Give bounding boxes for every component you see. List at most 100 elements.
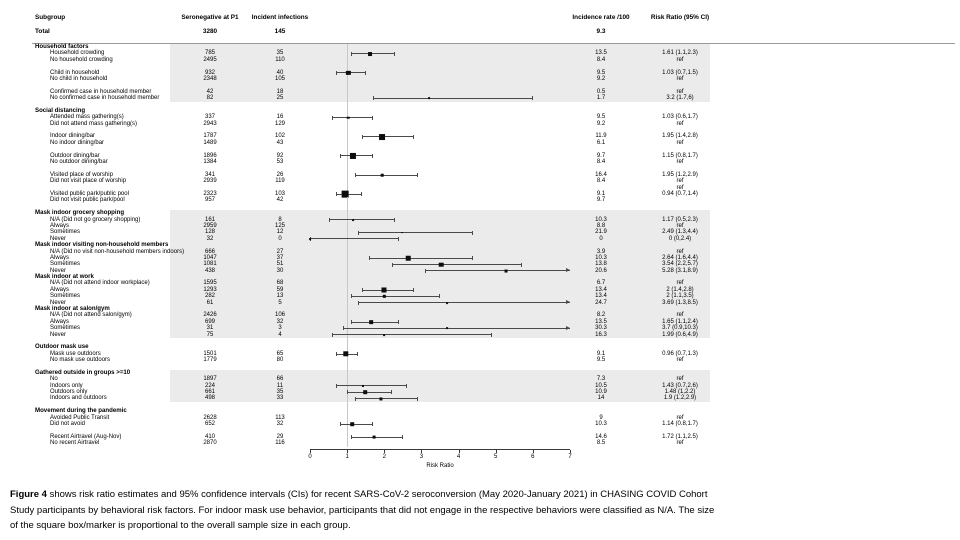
cell-rr: ref: [676, 376, 684, 383]
cell-label: No household crowding: [50, 56, 113, 63]
reference-line: [347, 408, 348, 415]
reference-line: [347, 178, 348, 185]
cell-rate: 9.5: [596, 114, 606, 121]
cell-n2: 105: [274, 75, 285, 82]
plot-cell: [310, 440, 570, 447]
column-header-incident-infections: Incident infections: [251, 14, 309, 21]
cell-n2: 51: [276, 261, 284, 268]
cell-n2: 92: [276, 152, 284, 159]
ci-cap-left: [336, 192, 337, 197]
forest-marker: [369, 320, 374, 324]
cell-label: Gathered outside in groups >=10: [35, 368, 131, 376]
shaded-band: [170, 248, 710, 255]
cell-rr: 1.61 (1.1,2.3): [662, 50, 698, 57]
cell-n1: 410: [204, 433, 215, 440]
cell-n1: 498: [204, 395, 215, 402]
spacer-row: ref: [0, 184, 960, 191]
plot-cell: [310, 172, 570, 179]
table-row: Sometimes 1081 51 13.8 3.54 (2.2,5.7): [0, 261, 960, 268]
table-row: Sometimes 282 13 13.4 2 (1.1,3.5): [0, 293, 960, 300]
plot-cell: [310, 50, 570, 57]
cell-n1: 785: [204, 50, 215, 57]
x-axis: 0 1 2 3 4 5 6 7 Risk Ratio: [308, 449, 572, 474]
total-risk-ratio: [632, 28, 728, 36]
table-row: N/A (Did not attend salon/gym) 2426 106 8.2…: [0, 312, 960, 319]
cell-rate: 9.2: [596, 75, 606, 82]
column-header-risk-ratio: Risk Ratio (95% CI): [650, 14, 710, 21]
shaded-band: [170, 216, 710, 223]
cell-rr: 0.94 (0.7,1.4): [662, 190, 698, 197]
cell-n1: 1384: [203, 159, 217, 166]
cell-rate: 10.3: [595, 421, 607, 428]
ci-line: [339, 155, 374, 157]
cell-label: Sometimes: [50, 325, 81, 332]
forest-marker: [427, 97, 430, 100]
cell-n2: 4: [278, 331, 282, 338]
cell-rr: ref: [676, 139, 684, 146]
plot-cell: [310, 152, 570, 160]
cell-n1: 2323: [203, 190, 217, 197]
cell-label: Household factors: [35, 43, 89, 50]
cell-rr: ref: [676, 184, 684, 191]
cell-label: Never: [50, 267, 67, 274]
cell-rr: 0 (0,2.4): [668, 235, 692, 242]
cell-n1: 652: [204, 421, 215, 428]
cell-n1: 1501: [203, 350, 217, 357]
table-row: Did not visit place of worship 2939 119 8.4…: [0, 178, 960, 185]
ci-cap-right: [394, 217, 396, 222]
table-row: Indoor dining/bar 1787 102 11.9 1.95 (1.4,2.…: [0, 133, 960, 140]
reference-line: [347, 286, 348, 294]
cell-rr: 1.15 (0.8,1.7): [662, 152, 698, 159]
cell-rr: ref: [676, 312, 684, 319]
cell-label: Confirmed case in household member: [50, 88, 152, 95]
cell-n1: 341: [204, 171, 215, 178]
cell-n2: 30: [276, 267, 284, 274]
cell-rate: 8.5: [596, 440, 606, 447]
cell-label: Always: [50, 222, 70, 229]
table-row: No outdoor dining/bar 1384 53 8.4 ref: [0, 159, 960, 166]
reference-line: [347, 203, 348, 211]
ci-line: [328, 219, 396, 221]
cell-rate: 7.3: [596, 376, 606, 383]
ci-line: [425, 270, 570, 272]
ci-cap-right: [520, 262, 522, 267]
cell-label: Outdoors only: [50, 389, 88, 396]
forest-marker: [381, 173, 384, 177]
reference-line: [347, 63, 348, 70]
cell-label: Child in household: [50, 69, 100, 76]
cell-label: Attended mass gathering(s): [50, 114, 124, 121]
forest-marker: [341, 190, 349, 198]
ci-cap-right: [364, 70, 366, 75]
cell-label: No outdoor dining/bar: [50, 159, 108, 166]
cell-n1: 1787: [203, 133, 217, 140]
shaded-band: [170, 286, 710, 294]
x-axis-tick: [310, 450, 311, 453]
spacer-row: [0, 82, 960, 89]
ci-arrow-right-icon: [566, 268, 570, 273]
cell-rate: 24.7: [595, 299, 607, 306]
cell-rate: 8.4: [596, 56, 606, 63]
cell-n1: 2870: [203, 440, 217, 447]
cell-rate: 13.5: [595, 50, 607, 57]
forest-marker: [362, 384, 365, 387]
cell-n1: 438: [204, 267, 215, 274]
forest-marker: [363, 390, 367, 395]
reference-line: [347, 120, 348, 128]
cell-rr: 2 (1.4,2.8): [666, 286, 694, 293]
reference-line: [347, 414, 348, 422]
table-row: No mask use outdoors 1779 80 9.5 ref: [0, 357, 960, 364]
total-incidence-rate: 9.3: [596, 28, 606, 35]
forest-marker: [439, 262, 444, 267]
plot-cell: [310, 261, 570, 268]
cell-n2: 37: [276, 254, 284, 261]
reference-line: [347, 242, 348, 249]
reference-line: [347, 127, 348, 134]
spacer-row: [0, 127, 960, 134]
cell-n2: 59: [276, 286, 284, 293]
shaded-band: [170, 318, 710, 326]
cell-rr: ref: [676, 222, 684, 229]
cell-label: Mask use outdoors: [50, 350, 101, 357]
ci-cap-left: [358, 230, 360, 235]
cell-rate: 14.6: [595, 433, 607, 440]
table-row: Outdoors only 661 35 10.9 1.48 (1,2.2): [0, 389, 960, 396]
